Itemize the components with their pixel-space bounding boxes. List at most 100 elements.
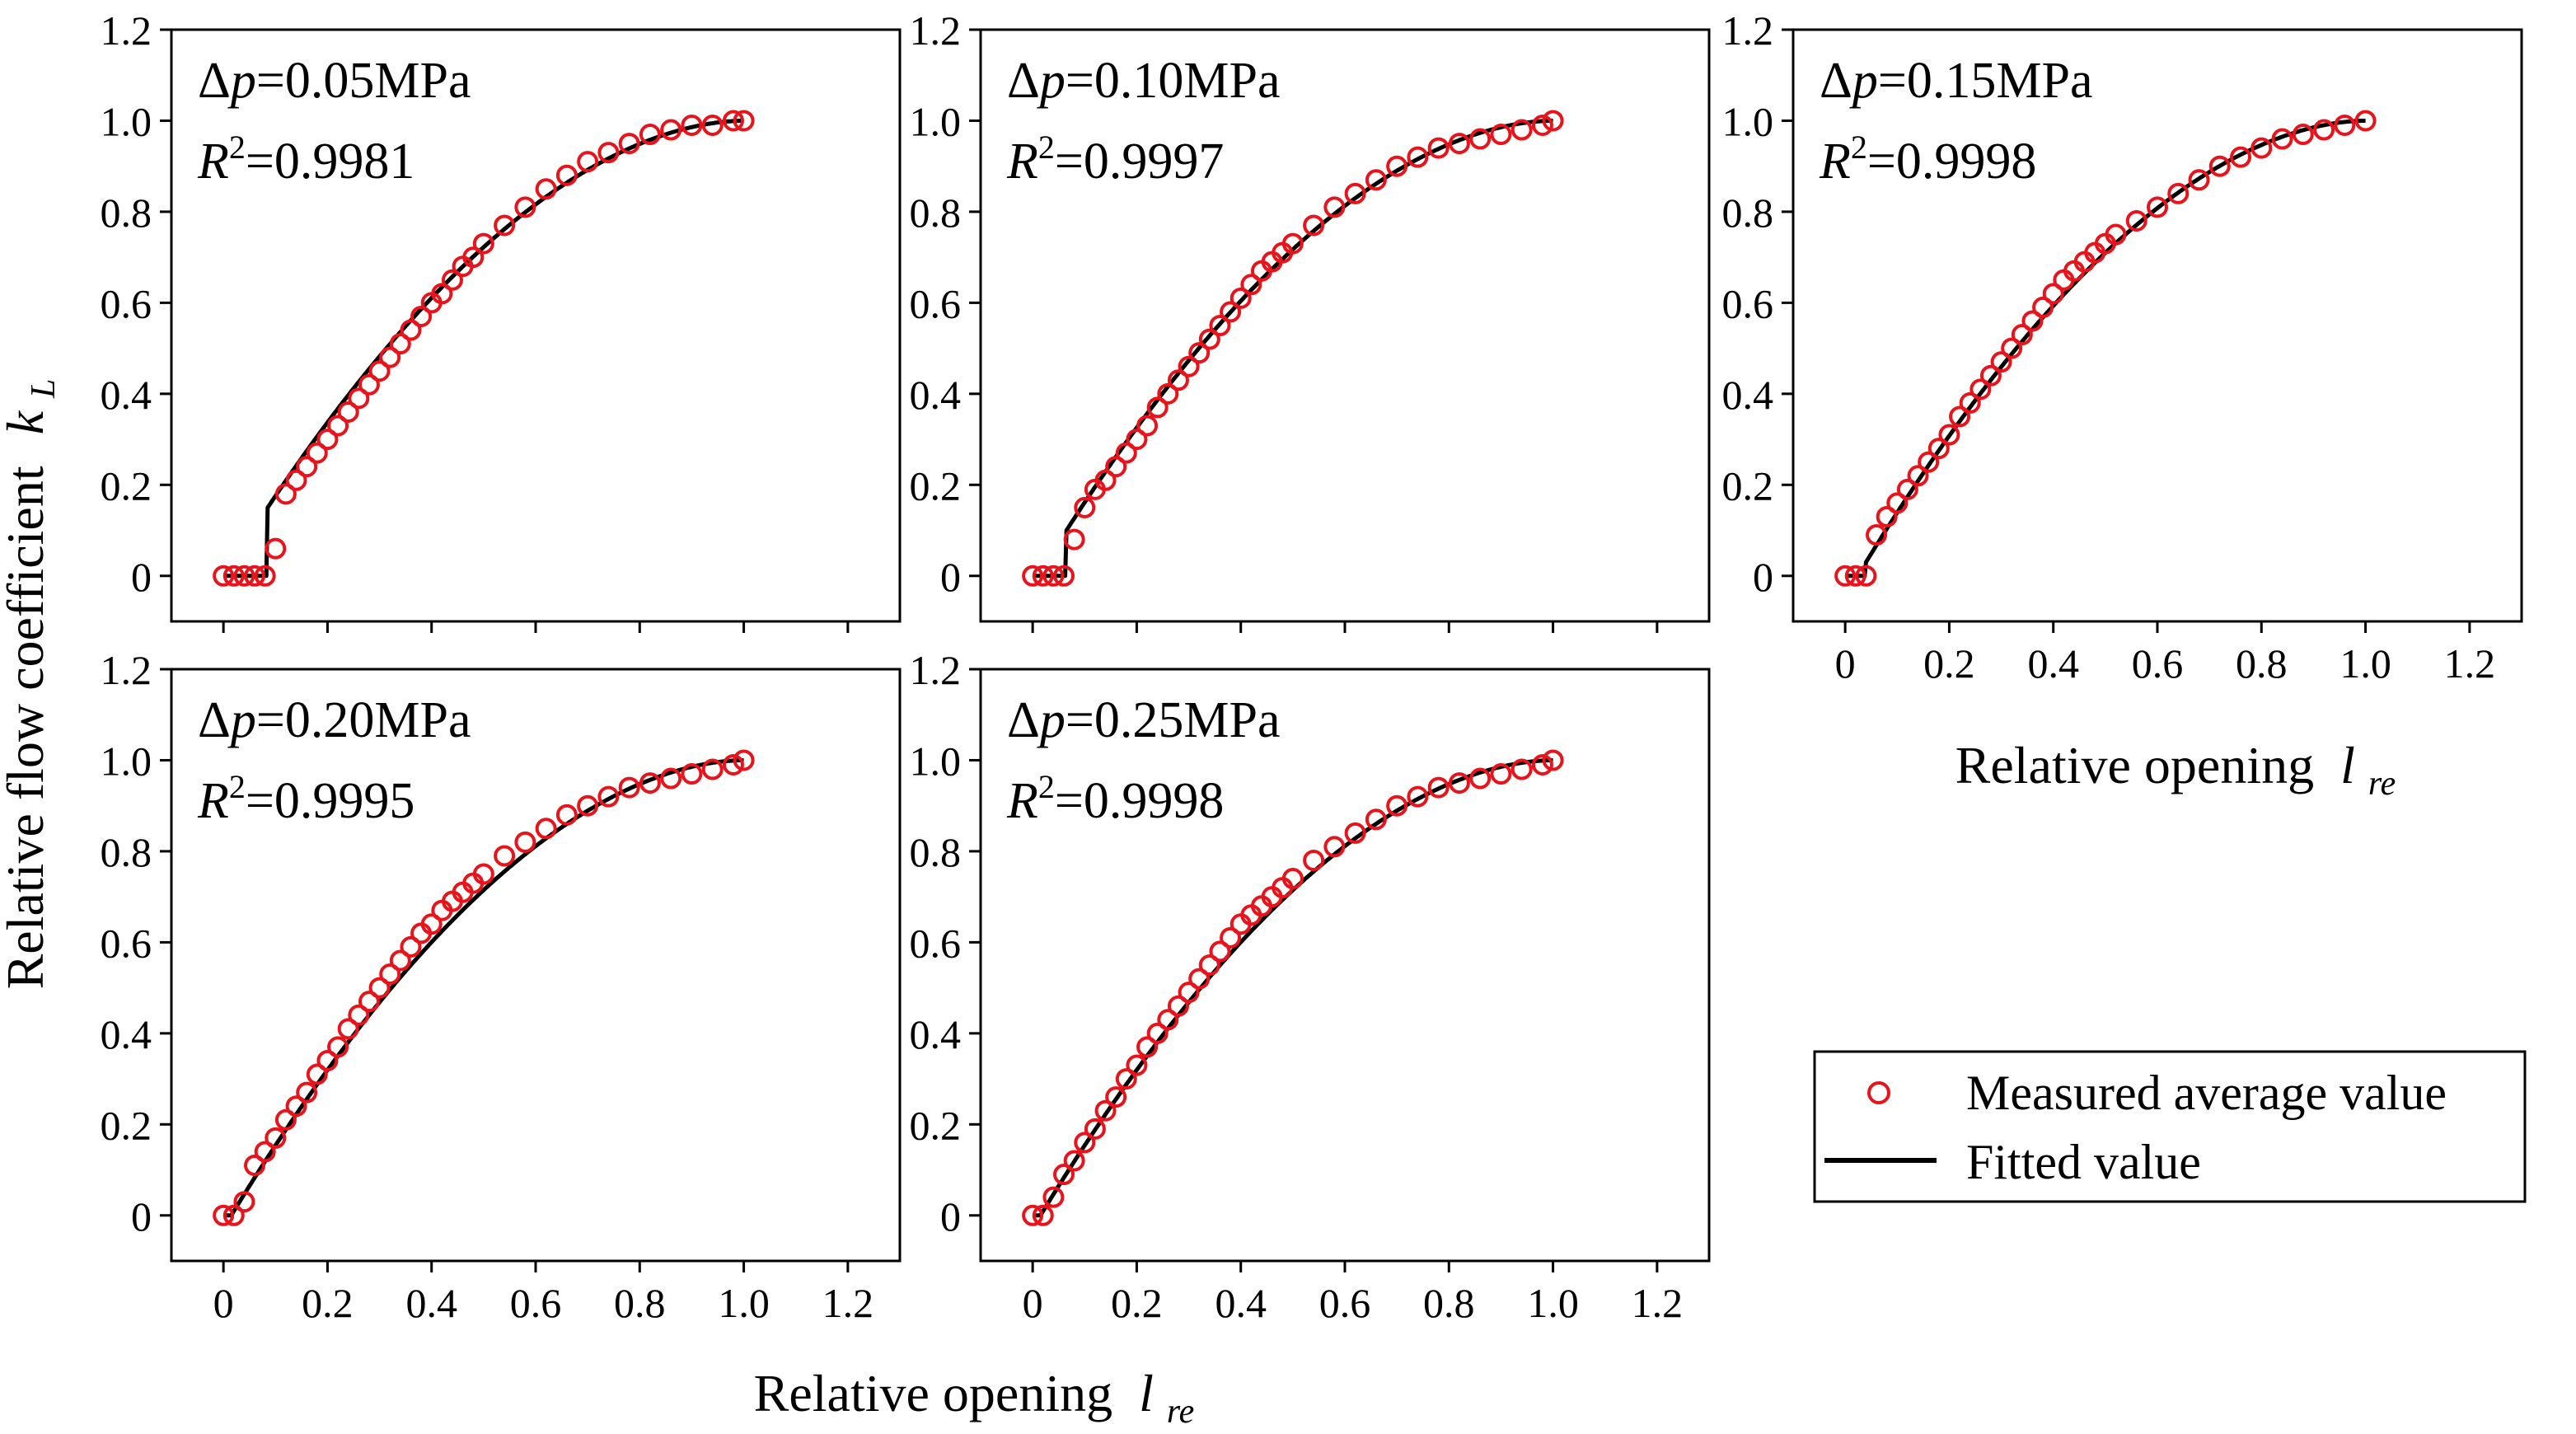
r2-prefix: R bbox=[197, 134, 229, 190]
measured-point bbox=[1427, 776, 1450, 799]
measured-point bbox=[1094, 469, 1117, 491]
dp-annotation: Δp=0.05MPa bbox=[198, 53, 471, 109]
measured-point bbox=[348, 1004, 370, 1026]
x-axis-label-text: Relative opening bbox=[1955, 736, 2314, 794]
measured-point bbox=[1074, 1132, 1096, 1154]
r2-sup: 2 bbox=[1038, 768, 1055, 805]
r2-annotation: R2=0.9997 bbox=[1006, 129, 1224, 190]
panel-4: 0 0.2 0.4 0.6 0.8 1.0 1.2 0 0.2 0.4 0.6 0.8 1.0 1.2 Δp… bbox=[101, 647, 902, 1326]
measured-point bbox=[2188, 169, 2210, 191]
measured-point bbox=[389, 333, 411, 355]
measured-point bbox=[535, 818, 557, 840]
measured-point bbox=[1157, 382, 1179, 405]
y-tick-label: 1.2 bbox=[910, 7, 962, 54]
measured-point bbox=[722, 753, 744, 776]
measured-point bbox=[400, 319, 422, 341]
measured-point bbox=[2354, 110, 2377, 132]
r2-annotation: R2=0.9981 bbox=[197, 129, 415, 190]
measured-point bbox=[1198, 328, 1220, 350]
measured-point bbox=[337, 401, 359, 423]
y-tick-label: 0 bbox=[940, 554, 961, 600]
dp-var: p bbox=[1037, 692, 1066, 748]
r2-value: =0.9981 bbox=[246, 134, 415, 190]
measured-point bbox=[1855, 565, 1877, 587]
measured-point bbox=[1157, 1009, 1179, 1031]
x-tick-label: 0.6 bbox=[2132, 640, 2184, 687]
x-tick-label: 0.8 bbox=[2236, 640, 2288, 687]
y-tick-label: 0.2 bbox=[101, 1102, 152, 1148]
x-tick-label: 0.6 bbox=[510, 1280, 562, 1326]
measured-point bbox=[1959, 391, 1981, 414]
measured-point bbox=[597, 785, 620, 808]
panel-2: 0 0.2 0.4 0.6 0.8 1.0 1.2 Δp=0.10MPa R2=0.9997 bbox=[910, 7, 1711, 633]
x-tick-label: 1.0 bbox=[2339, 640, 2391, 687]
measured-point bbox=[274, 1108, 297, 1131]
x-tick-label: 1.0 bbox=[718, 1280, 770, 1326]
measured-point bbox=[1866, 524, 1888, 546]
r2-prefix: R bbox=[197, 773, 229, 829]
measured-point bbox=[681, 763, 703, 785]
r2-value: =0.9998 bbox=[1055, 773, 1224, 829]
dp-annotation: Δp=0.10MPa bbox=[1007, 53, 1280, 109]
legend-fitted-label: Fitted value bbox=[1966, 1135, 2201, 1189]
measured-point bbox=[1136, 415, 1159, 437]
r2-sup: 2 bbox=[1851, 129, 1867, 166]
measured-point bbox=[1542, 749, 1564, 771]
measured-point bbox=[431, 283, 453, 305]
r2-sup: 2 bbox=[1038, 129, 1055, 166]
measured-point bbox=[1365, 169, 1387, 191]
measured-point bbox=[213, 1204, 235, 1226]
measured-point bbox=[2032, 296, 2054, 318]
y-tick-label: 0.4 bbox=[1722, 372, 1774, 418]
x-axis-label-bottom: Relative opening l re bbox=[754, 1364, 1195, 1431]
measured-point bbox=[1126, 1054, 1148, 1076]
dp-symbol: Δ bbox=[1007, 692, 1040, 748]
x-tick-label: 1.2 bbox=[2444, 640, 2496, 687]
dp-var: p bbox=[1849, 53, 1878, 109]
panel-5: 0 0.2 0.4 0.6 0.8 1.0 1.2 0 0.2 0.4 0.6 0.8 1.0 1.2 Δp… bbox=[910, 647, 1711, 1326]
r2-sup: 2 bbox=[229, 768, 246, 805]
measured-point bbox=[1220, 926, 1242, 949]
measured-point bbox=[1531, 114, 1553, 136]
measured-point bbox=[1386, 794, 1408, 817]
x-tick-label: 0.8 bbox=[614, 1280, 666, 1326]
measured-point bbox=[2042, 283, 2064, 305]
measured-point bbox=[233, 1191, 255, 1213]
dp-value: =0.20MPa bbox=[256, 692, 471, 748]
y-tick-label: 0.6 bbox=[910, 280, 962, 326]
dp-annotation: Δp=0.25MPa bbox=[1007, 692, 1280, 748]
measured-point bbox=[1303, 849, 1325, 871]
measured-point bbox=[2230, 146, 2252, 168]
axes-frame bbox=[979, 28, 1711, 623]
y-tick-label: 1.0 bbox=[910, 738, 962, 784]
measured-point bbox=[660, 119, 682, 141]
measured-point bbox=[1844, 565, 1866, 587]
measured-point bbox=[577, 794, 599, 817]
measured-point bbox=[494, 845, 516, 867]
x-tick-label: 0 bbox=[213, 1280, 234, 1326]
y-tick-label: 0.8 bbox=[101, 190, 152, 236]
axes-frame bbox=[1791, 28, 2523, 623]
measured-point bbox=[368, 977, 391, 999]
y-tick-label: 1.0 bbox=[101, 738, 152, 784]
y-tick-label: 1.2 bbox=[1722, 7, 1774, 54]
legend-measured-label: Measured average value bbox=[1966, 1066, 2447, 1120]
measured-point bbox=[2105, 223, 2127, 246]
measured-point bbox=[1407, 785, 1429, 808]
dp-symbol: Δ bbox=[1007, 53, 1040, 109]
y-tick-label: 1.0 bbox=[910, 98, 962, 144]
measured-point bbox=[1094, 1099, 1117, 1122]
measured-point bbox=[639, 124, 661, 146]
measured-point bbox=[274, 483, 297, 505]
r2-annotation: R2=0.9998 bbox=[1819, 129, 2036, 190]
legend-box bbox=[1813, 1050, 2527, 1203]
measured-point bbox=[1042, 1186, 1065, 1208]
measured-point bbox=[400, 935, 422, 958]
measured-point bbox=[1344, 822, 1366, 844]
measured-point bbox=[1281, 232, 1304, 255]
measured-point bbox=[1053, 565, 1075, 587]
y-axis-subscript: L bbox=[25, 379, 63, 399]
measured-point bbox=[2021, 310, 2044, 332]
measured-point bbox=[733, 749, 755, 771]
y-tick-label: 0.2 bbox=[910, 1102, 962, 1148]
